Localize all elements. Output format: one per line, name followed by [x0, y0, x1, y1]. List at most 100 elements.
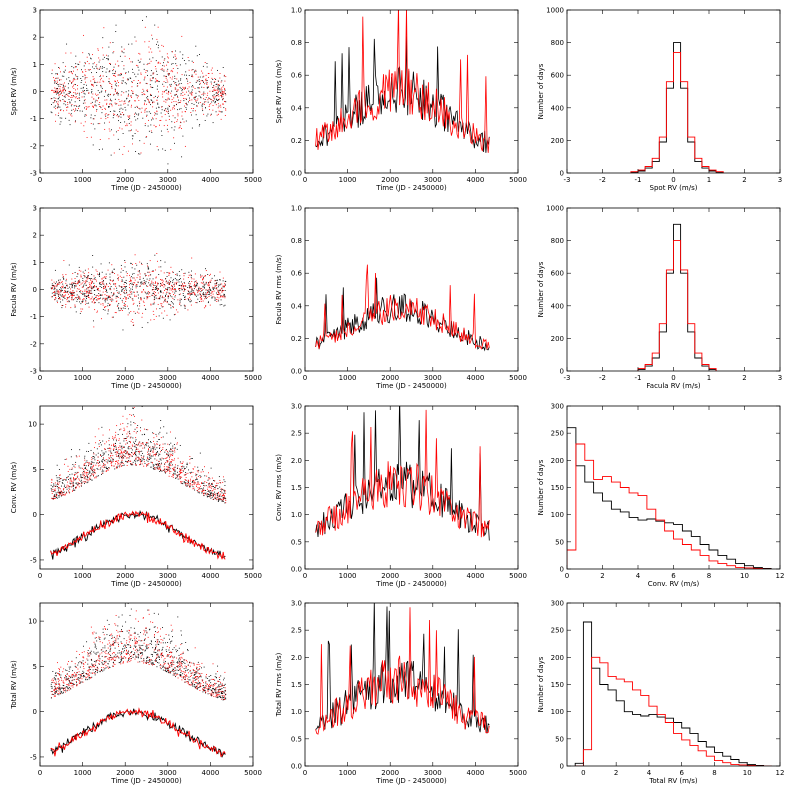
scatter-point — [120, 659, 122, 660]
scatter-point — [161, 284, 163, 286]
scatter-point — [221, 93, 223, 95]
scatter-point — [88, 292, 90, 294]
scatter-point — [68, 661, 69, 662]
scatter-point — [168, 92, 170, 93]
scatter-point — [70, 293, 72, 295]
scatter-point — [66, 285, 68, 287]
scatter-point — [129, 115, 131, 117]
scatter-point — [125, 443, 127, 445]
scatter-point — [113, 444, 115, 446]
scatter-point — [61, 491, 63, 493]
scatter-point — [106, 299, 108, 301]
scatter-point — [161, 297, 163, 299]
scatter-point — [56, 464, 58, 466]
scatter-point — [208, 77, 210, 78]
scatter-point — [88, 479, 90, 481]
scatter-point — [106, 656, 108, 658]
scatter-point — [89, 470, 91, 472]
scatter-point — [65, 89, 67, 91]
scatter-point — [205, 298, 207, 299]
scatter-point — [111, 105, 113, 107]
scatter-point — [123, 464, 125, 466]
scatter-point — [85, 672, 87, 674]
scatter-point — [198, 487, 200, 489]
scatter-point — [54, 295, 56, 297]
scatter-point — [91, 457, 93, 459]
scatter-point — [106, 68, 108, 70]
scatter-point — [165, 471, 167, 473]
scatter-point — [156, 43, 157, 45]
scatter-point — [204, 287, 206, 289]
scatter-point — [186, 104, 188, 106]
scatter-point — [77, 78, 79, 80]
scatter-point — [141, 326, 143, 328]
scatter-point — [54, 108, 56, 110]
scatter-point — [194, 285, 196, 287]
scatter-point — [140, 445, 142, 447]
scatter-point — [184, 479, 186, 481]
scatter-point — [141, 458, 143, 460]
scatter-point — [63, 277, 65, 279]
scatter-point — [198, 286, 200, 288]
scatter-point — [134, 443, 135, 444]
scatter-point — [94, 277, 96, 279]
scatter-point — [224, 481, 226, 483]
scatter-point — [204, 481, 206, 483]
scatter-point — [168, 74, 170, 76]
scatter-point — [179, 86, 181, 88]
scatter-point — [219, 293, 221, 295]
scatter-point — [200, 274, 202, 276]
scatter-point — [190, 93, 192, 95]
scatter-point — [96, 640, 98, 642]
scatter-point — [102, 291, 104, 293]
scatter-point — [115, 447, 117, 449]
scatter-point — [125, 298, 127, 300]
scatter-point — [107, 117, 109, 119]
x-tick-label: 8 — [707, 572, 711, 580]
scatter-point — [218, 476, 220, 478]
scatter-point — [65, 676, 67, 678]
scatter-point — [108, 296, 110, 298]
scatter-point — [160, 266, 162, 268]
scatter-point — [139, 279, 141, 280]
scatter-point — [166, 128, 168, 130]
scatter-point — [98, 61, 100, 63]
scatter-point — [84, 289, 86, 291]
scatter-point — [113, 152, 115, 154]
scatter-point — [138, 312, 140, 314]
scatter-point — [196, 99, 198, 101]
scatter-point — [200, 471, 202, 473]
scatter-point — [153, 301, 155, 303]
scatter-point — [210, 487, 212, 489]
scatter-point — [81, 286, 83, 288]
scatter-point — [174, 295, 176, 296]
scatter-point — [180, 656, 182, 658]
scatter-point — [55, 88, 57, 90]
scatter-point — [185, 71, 187, 73]
scatter-point — [58, 298, 60, 300]
scatter-point — [95, 279, 97, 281]
scatter-point — [75, 63, 77, 65]
y-tick-label: 0 — [560, 368, 564, 376]
scatter-point — [211, 77, 213, 79]
scatter-point — [172, 107, 174, 109]
scatter-point — [143, 633, 145, 635]
scatter-point — [58, 96, 60, 98]
scatter-point — [102, 458, 104, 460]
scatter-point — [97, 459, 99, 461]
scatter-point — [166, 272, 168, 273]
scatter-point — [174, 77, 176, 79]
scatter-point — [106, 468, 108, 470]
scatter-point — [149, 446, 151, 448]
scatter-point — [173, 104, 175, 106]
scatter-point — [178, 294, 180, 296]
scatter-point — [141, 652, 143, 654]
scatter-point — [150, 112, 152, 114]
scatter-point — [185, 298, 187, 300]
scatter-point — [110, 448, 112, 450]
scatter-point — [63, 287, 65, 289]
scatter-point — [78, 281, 80, 283]
scatter-point — [82, 286, 84, 288]
scatter-point — [90, 117, 92, 119]
scatter-point — [203, 490, 204, 492]
